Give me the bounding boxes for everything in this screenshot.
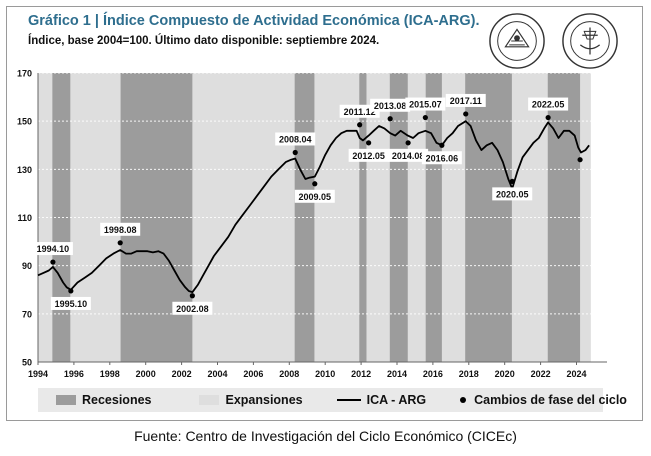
x-tick-label: 2004 bbox=[207, 369, 227, 379]
legend-line-label: ICA - ARG bbox=[366, 393, 427, 407]
y-tick-label: 50 bbox=[22, 358, 32, 368]
x-tick-label: 2010 bbox=[315, 369, 335, 379]
turning-point-label: 2009.05 bbox=[299, 192, 332, 202]
x-tick-label: 1996 bbox=[64, 369, 84, 379]
y-tick-label: 90 bbox=[22, 261, 32, 271]
source-note: Fuente: Centro de Investigación del Cicl… bbox=[134, 428, 517, 444]
turning-point-dot bbox=[312, 181, 318, 187]
turning-point-label: 2002.08 bbox=[176, 304, 209, 314]
turning-point-label: 2012.05 bbox=[352, 151, 385, 161]
turning-point-label-bg bbox=[275, 132, 316, 146]
turning-point-label-bg bbox=[32, 242, 73, 256]
turning-point-label: 1998.08 bbox=[104, 225, 137, 235]
x-tick-label: 2024 bbox=[566, 369, 586, 379]
x-tick-label: 2022 bbox=[531, 369, 551, 379]
legend: Recesiones Expansiones ICA - ARG Cambios… bbox=[38, 388, 627, 412]
turning-point-label-bg bbox=[492, 187, 533, 201]
legend-turning-points: Cambios de fase del ciclo bbox=[456, 393, 627, 407]
turning-point-dot bbox=[422, 114, 428, 121]
turning-point-label-bg bbox=[339, 104, 380, 118]
recession-swatch bbox=[56, 395, 76, 405]
y-tick-label: 150 bbox=[17, 117, 32, 127]
turning-point-label-bg bbox=[445, 93, 486, 107]
turning-point-dot bbox=[292, 149, 298, 156]
recession-band-6 bbox=[465, 73, 512, 362]
bolsa-santa-fe-seal-icon bbox=[489, 13, 545, 69]
turning-point-dot bbox=[405, 140, 411, 146]
turning-point-dot bbox=[509, 178, 515, 184]
turning-point-label-bg bbox=[528, 97, 569, 111]
turning-point-label-bg bbox=[348, 148, 389, 162]
turning-point-dot bbox=[357, 122, 363, 128]
x-tick-label: 2018 bbox=[459, 369, 479, 379]
turning-point-label-bg bbox=[370, 98, 411, 112]
chart-area: 50 70 90 110 130 150 170 1994 1996 1998 2000 2002 20… bbox=[17, 69, 607, 379]
x-tick-label: 2020 bbox=[495, 369, 515, 379]
turning-point-dot bbox=[545, 114, 551, 121]
legend-expansions: Expansiones bbox=[199, 393, 303, 407]
bolsa-rosario-seal-icon bbox=[562, 13, 618, 69]
turning-point-label-bg bbox=[294, 189, 335, 203]
x-tick-label: 1994 bbox=[28, 369, 48, 379]
turning-point-label: 2014.08 bbox=[392, 151, 425, 161]
legend-recessions: Recesiones bbox=[56, 393, 151, 407]
turning-point-dot bbox=[463, 111, 469, 117]
turning-point-label: 2013.08 bbox=[374, 101, 407, 111]
turning-point-dot bbox=[387, 116, 393, 122]
legend-line: ICA - ARG bbox=[336, 393, 427, 407]
turning-point-label: 2016.06 bbox=[426, 153, 459, 163]
dot-swatch bbox=[460, 397, 467, 403]
y-tick-label: 110 bbox=[17, 213, 32, 223]
turning-point-label-bg bbox=[100, 222, 141, 236]
x-tick-label: 2014 bbox=[387, 369, 407, 379]
legend-turning-points-label: Cambios de fase del ciclo bbox=[474, 393, 627, 407]
y-tick-label: 170 bbox=[17, 69, 32, 79]
turning-point-label: 1994.10 bbox=[37, 244, 70, 254]
line-swatch bbox=[336, 399, 361, 401]
x-tick-label: 2002 bbox=[172, 369, 192, 379]
legend-expansions-label: Expansiones bbox=[225, 393, 303, 407]
turning-point-label-bg bbox=[421, 151, 462, 165]
x-tick-label: 2012 bbox=[351, 369, 371, 379]
y-tick-label: 70 bbox=[22, 309, 32, 319]
recession-band-0 bbox=[52, 73, 71, 362]
x-tick-label: 2016 bbox=[423, 369, 443, 379]
turning-point-label-bg bbox=[172, 301, 213, 315]
turning-point-dot bbox=[68, 288, 74, 294]
turning-point-dot bbox=[50, 259, 56, 265]
expansion-swatch bbox=[199, 395, 220, 405]
turning-point-label-bg bbox=[50, 296, 91, 310]
chart-title: Gráfico 1 | Índice Compuesto de Activida… bbox=[28, 13, 480, 29]
turning-point-label-bg bbox=[388, 148, 429, 162]
turning-point-label-bg bbox=[405, 97, 446, 111]
turning-point-label: 2008.04 bbox=[279, 134, 312, 144]
turning-point-dot bbox=[366, 140, 372, 146]
turning-point-label: 2017.11 bbox=[450, 96, 482, 106]
x-tick-label: 2000 bbox=[136, 369, 156, 379]
series-line-ica-arg bbox=[37, 120, 590, 294]
x-tick-label: 1998 bbox=[100, 369, 120, 379]
legend-recessions-label: Recesiones bbox=[82, 393, 152, 407]
turning-point-dot bbox=[577, 157, 583, 163]
turning-point-label: 1995.10 bbox=[55, 299, 88, 309]
turning-point-label: 2015.07 bbox=[409, 100, 442, 110]
y-tick-label: 130 bbox=[17, 165, 32, 175]
turning-point-dot bbox=[439, 142, 445, 148]
x-tick-label: 2008 bbox=[279, 369, 299, 379]
turning-point-label: 2020.05 bbox=[496, 189, 529, 199]
x-tick-label: 2006 bbox=[243, 369, 263, 379]
turning-point-dot bbox=[189, 293, 195, 299]
turning-point-label: 2011.12 bbox=[344, 107, 376, 117]
turning-point-dot bbox=[117, 240, 123, 246]
turning-point-label: 2022.05 bbox=[532, 100, 565, 110]
recession-band-5 bbox=[425, 73, 442, 362]
chart-subtitle: Índice, base 2004=100. Último dato dispo… bbox=[28, 35, 380, 47]
